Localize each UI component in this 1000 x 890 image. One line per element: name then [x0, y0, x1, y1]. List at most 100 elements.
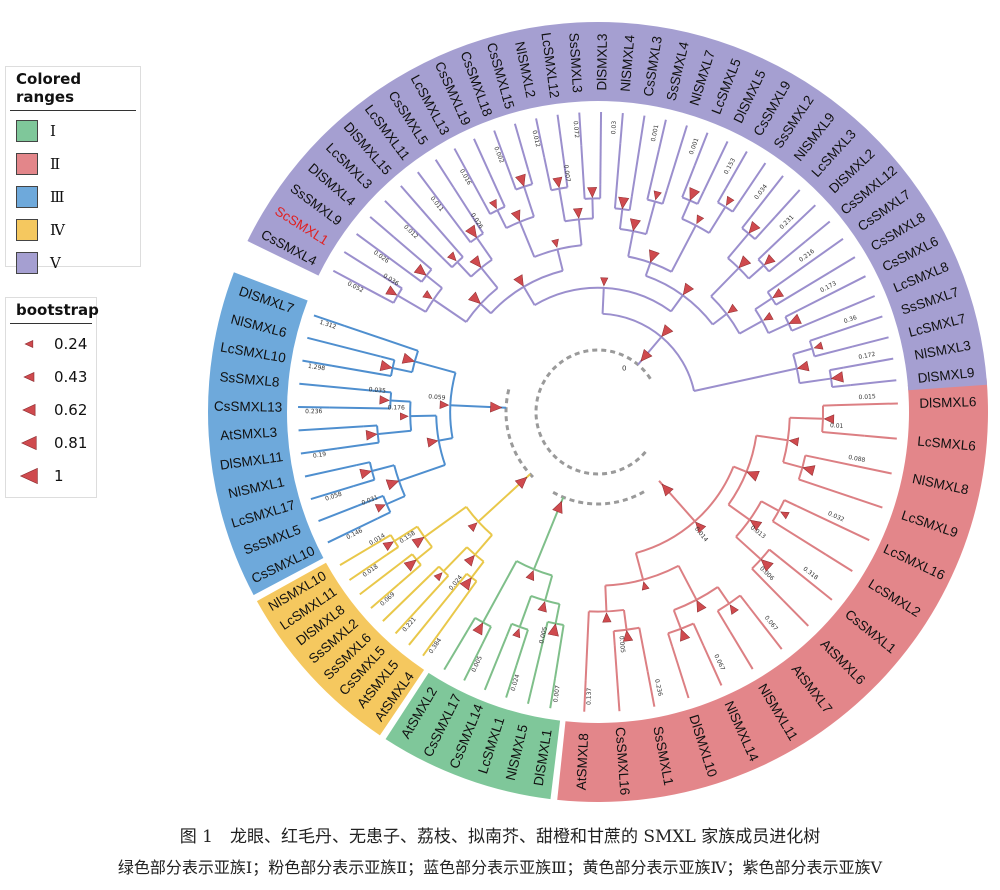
clade-arc: [771, 499, 786, 522]
leaf-branch: [646, 671, 656, 707]
internal-branch: [423, 506, 467, 538]
bootstrap-marker: [513, 274, 524, 287]
internal-branch: [357, 494, 384, 507]
branch-length-label: 0.007: [562, 164, 571, 182]
internal-branch: [439, 580, 478, 632]
leaf-branch: [369, 216, 395, 238]
internal-branch: [355, 461, 371, 467]
bootstrap-marker: [764, 254, 776, 266]
bootstrap-marker: [379, 359, 393, 372]
leaf-branch: [526, 635, 546, 704]
clade-arc: [489, 205, 506, 215]
internal-branch: [754, 216, 776, 240]
internal-branch: [717, 586, 730, 605]
bootstrap-marker: [780, 511, 790, 520]
branch-length-label: 0.035: [368, 386, 386, 395]
leaf-branch: [310, 485, 354, 500]
internal-branch: [329, 406, 391, 410]
leaf-label: NlSMXL4: [618, 34, 638, 93]
leaf-branch: [313, 314, 345, 327]
range-band: [256, 562, 425, 736]
leaf-branch: [749, 175, 784, 218]
internal-branch: [442, 546, 468, 572]
bootstrap-title: bootstrap: [10, 298, 99, 324]
branch-length-label: 0.069: [379, 591, 397, 608]
internal-branch: [543, 156, 553, 191]
bootstrap-marker: [551, 238, 559, 248]
internal-branch: [716, 610, 732, 633]
leaf-branch: [825, 553, 853, 572]
bootstrap-marker: [813, 341, 824, 350]
range-band: [208, 272, 324, 596]
bootstrap-marker: [696, 214, 705, 225]
internal-branch: [456, 261, 472, 278]
internal-branch: [518, 595, 532, 628]
bootstrap-marker: [653, 190, 662, 201]
internal-branch: [612, 631, 616, 646]
bootstrap-marker: [696, 599, 707, 613]
bootstrap-marker: [439, 400, 450, 410]
bootstrap-triangle-icon: [16, 398, 42, 422]
internal-branch: [661, 190, 668, 205]
bootstrap-marker: [433, 572, 443, 582]
branch-length-label: 0.36: [843, 314, 858, 325]
bootstrap-marker: [468, 291, 481, 305]
bootstrap-marker: [772, 288, 784, 299]
bootstrap-marker: [640, 348, 653, 362]
bootstrap-marker: [727, 303, 738, 314]
colored-ranges-legend: Colored ranges Ⅰ Ⅱ Ⅲ Ⅳ Ⅴ: [5, 66, 141, 274]
bootstrap-marker: [802, 465, 816, 477]
internal-branch: [482, 560, 518, 623]
clade-arc: [505, 215, 535, 229]
bootstrap-item: 0.81: [6, 426, 96, 459]
leaf-branch: [818, 457, 892, 475]
internal-branch: [363, 424, 378, 428]
range-label: Ⅱ: [50, 154, 61, 173]
internal-branch: [558, 188, 566, 222]
leaf-branch: [767, 204, 817, 251]
bootstrap-marker: [510, 209, 521, 222]
range-item: Ⅳ: [6, 213, 140, 246]
branch-length-label: 0.005: [470, 655, 484, 674]
bootstrap-marker: [472, 622, 484, 636]
leaf-branch: [797, 275, 866, 312]
bootstrap-marker: [725, 195, 735, 206]
range-item: Ⅴ: [6, 246, 140, 279]
range-item: Ⅱ: [6, 147, 140, 180]
internal-branch: [441, 256, 453, 268]
branch-length-label: 0.088: [848, 454, 866, 464]
branch-length-label: 0.176: [388, 404, 405, 411]
internal-branch: [377, 390, 392, 394]
internal-branch: [693, 367, 798, 392]
leaf-branch: [434, 159, 455, 188]
internal-branch: [377, 429, 412, 436]
internal-branch: [416, 575, 450, 611]
internal-branch: [544, 575, 554, 601]
leaf-branch: [382, 575, 430, 622]
leaf-branch: [619, 112, 624, 144]
internal-branch: [604, 585, 608, 612]
internal-branch: [757, 249, 770, 261]
clade-arc: [782, 417, 791, 463]
branch-length-label: 0.01: [830, 422, 844, 430]
internal-branch: [375, 534, 392, 545]
branch-length-label: 0.016: [458, 168, 473, 187]
internal-branch: [696, 190, 705, 205]
internal-branch: [751, 567, 784, 602]
bootstrap-marker: [374, 504, 386, 513]
leaf-branch: [535, 118, 546, 158]
bootstrap-marker: [763, 311, 774, 321]
bootstrap-marker: [514, 476, 528, 489]
leaf-branch: [463, 643, 484, 681]
internal-branch: [681, 200, 691, 220]
leaf-branch: [348, 554, 388, 581]
branch-length-label: 0.007: [552, 685, 561, 703]
internal-branch: [792, 347, 813, 356]
leaf-branch: [339, 542, 377, 566]
internal-branch: [638, 627, 649, 672]
internal-branch: [768, 548, 781, 560]
internal-branch: [397, 294, 427, 313]
figure-caption-note: 绿色部分表示亚族Ⅰ；粉色部分表示亚族Ⅱ；蓝色部分表示亚族Ⅲ；黄色部分表示亚族Ⅳ；…: [117, 858, 883, 877]
range-swatch: [16, 119, 38, 142]
leaf-label: DlSMXL3: [594, 33, 610, 90]
